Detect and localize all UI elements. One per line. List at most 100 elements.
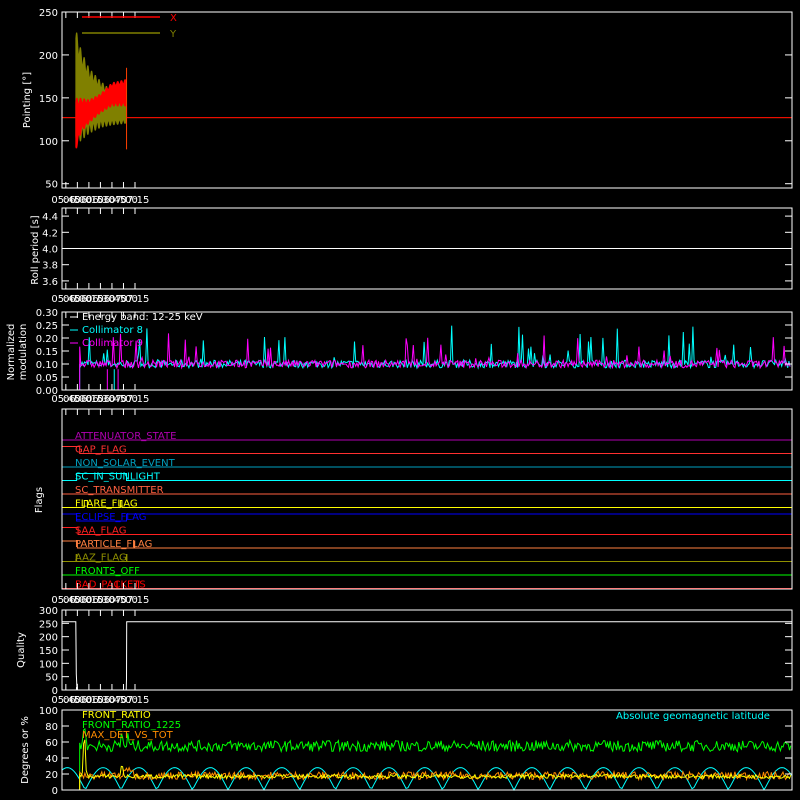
flag-label: ECLIPSE_FLAG <box>75 512 146 523</box>
legend-y-label: Y <box>169 29 177 40</box>
legend-col8-label: Collimator 8 <box>82 325 143 336</box>
x-tick-label: 06:30 <box>86 695 115 706</box>
flag-particle-flag-line <box>62 540 792 549</box>
y-tick-label: 3.8 <box>42 261 58 272</box>
y-tick-label: 4.0 <box>42 245 58 256</box>
modulation-ylabel-line1: Normalized <box>6 324 17 381</box>
flag-label: PARTICLE_FLAG <box>75 539 152 550</box>
quality-ylabel: Quality <box>16 632 27 668</box>
x-tick-label: 05:45 <box>51 394 80 405</box>
flags-ylabel: Flags <box>34 487 45 513</box>
x-tick-label: 07:15 <box>121 595 150 606</box>
modulation-panel: 0.000.050.100.150.200.250.30 05:4506:000… <box>6 308 793 405</box>
modulation-y-ticks: 0.00 0.05 0.10 0.15 0.20 0.25 0.30 <box>36 308 792 397</box>
flags-frame <box>61 408 793 590</box>
x-tick-label: 05:45 <box>51 294 80 305</box>
legend-band-label: Energy band: 12-25 keV <box>82 312 203 323</box>
legend-front-ratio: FRONT_RATIO <box>82 710 151 721</box>
flag-aaz-flag-line <box>62 554 792 562</box>
x-tick-label: 06:15 <box>74 195 103 206</box>
x-tick-label: 07:00 <box>109 595 138 606</box>
y-tick-label: 0.00 <box>36 386 58 397</box>
flag-saa-flag-line <box>62 527 792 535</box>
x-tick-label: 06:15 <box>74 394 103 405</box>
x-tick-label: 05:45 <box>51 595 80 606</box>
y-tick-label: 3.6 <box>42 277 58 288</box>
y-tick-label: 4.4 <box>42 212 58 223</box>
x-tick-label: 06:45 <box>98 294 127 305</box>
y-tick-label: 0 <box>52 686 58 697</box>
y-tick-label: 0.05 <box>36 373 58 384</box>
flag-label: SC_TRANSMITTER <box>75 485 164 496</box>
y-tick-label: 250 <box>39 619 58 630</box>
flag-gap-flag-line <box>62 446 792 454</box>
legend-geomag: Absolute geomagnetic latitude <box>616 711 770 722</box>
pointing-frame <box>61 11 793 189</box>
flag-eclipse-flag-line <box>62 513 792 522</box>
y-tick-label: 0.30 <box>36 308 58 319</box>
ratios-panel: 0 20 40 60 80 100 Degrees or % FRONT_RATIO FR… <box>20 706 793 797</box>
front-ratio-1225-line <box>79 727 792 791</box>
y-tick-label: 100 <box>39 137 58 148</box>
x-tick-label: 07:15 <box>121 695 150 706</box>
y-tick-label: 0.15 <box>36 347 58 358</box>
ratios-y-ticks: 0 20 40 60 80 100 <box>39 706 792 797</box>
x-tick-label: 07:15 <box>121 195 150 206</box>
legend-max-det: MAX_DET_VS_TOT <box>82 730 174 741</box>
y-tick-label: 150 <box>39 94 58 105</box>
y-tick-label: 200 <box>39 51 58 62</box>
y-tick-label: 0.20 <box>36 334 58 345</box>
geomag-latitude-line <box>61 767 793 792</box>
flag-label: BAD_PACKETS <box>75 580 146 591</box>
flag-sc-in-sunlight-line <box>62 473 792 481</box>
x-tick-label: 06:30 <box>86 394 115 405</box>
x-tick-label: 07:15 <box>121 294 150 305</box>
flags-series: ATTENUATOR_STATE GAP_FLAG NON_SOLAR_EVENT S… <box>62 431 792 591</box>
quality-y-ticks: 0 50 100 150 200 250 300 <box>39 606 792 697</box>
x-tick-label: 07:00 <box>109 294 138 305</box>
x-tick-label: 06:00 <box>63 595 92 606</box>
x-tick-label: 06:15 <box>74 294 103 305</box>
y-tick-label: 40 <box>45 754 58 765</box>
ratios-ylabel: Degrees or % <box>20 716 31 784</box>
legend-col9-label: Collimator 9 <box>82 338 143 349</box>
legend-x-label: X <box>170 13 177 24</box>
flag-label: SC_IN_SUNLIGHT <box>75 472 161 483</box>
y-tick-label: 200 <box>39 633 58 644</box>
pointing-x-line <box>62 79 792 149</box>
modulation-collimator-9-line <box>79 333 791 390</box>
x-tick-label: 05:45 <box>51 695 80 706</box>
y-tick-label: 60 <box>45 738 58 749</box>
x-tick-label: 06:15 <box>74 595 103 606</box>
y-tick-label: 50 <box>45 673 58 684</box>
roll-y-ticks: 3.6 3.8 4.0 4.2 4.4 <box>42 212 792 288</box>
pointing-y-ticks: 50 100 150 200 250 <box>39 8 792 191</box>
flag-label: ATTENUATOR_STATE <box>75 431 176 442</box>
x-tick-label: 07:00 <box>109 394 138 405</box>
y-tick-label: 4.2 <box>42 228 58 239</box>
flag-flare-flag-line <box>62 500 792 508</box>
x-tick-label: 06:00 <box>63 394 92 405</box>
y-tick-label: 0 <box>52 786 58 797</box>
y-tick-label: 300 <box>39 606 58 617</box>
ratios-series <box>61 727 793 792</box>
y-tick-label: 0.10 <box>36 360 58 371</box>
x-tick-label: 06:45 <box>98 695 127 706</box>
pointing-panel: 50 100 150 200 250 05:4506:0006:1506:3006:45… <box>22 8 793 206</box>
y-tick-label: 250 <box>39 8 58 19</box>
roll-ylabel: Roll period [s] <box>30 215 41 284</box>
flags-panel: ATTENUATOR_STATE GAP_FLAG NON_SOLAR_EVENT S… <box>34 408 793 606</box>
modulation-ylabel-line2: modulation <box>18 324 29 381</box>
x-tick-label: 06:30 <box>86 195 115 206</box>
roll-panel: 3.6 3.8 4.0 4.2 4.4 05:4506:0006:1506:3006:4… <box>30 207 793 305</box>
front-ratio-line <box>79 739 792 791</box>
flag-label: FLARE_FLAG <box>75 499 138 510</box>
x-tick-label: 05:45 <box>51 195 80 206</box>
